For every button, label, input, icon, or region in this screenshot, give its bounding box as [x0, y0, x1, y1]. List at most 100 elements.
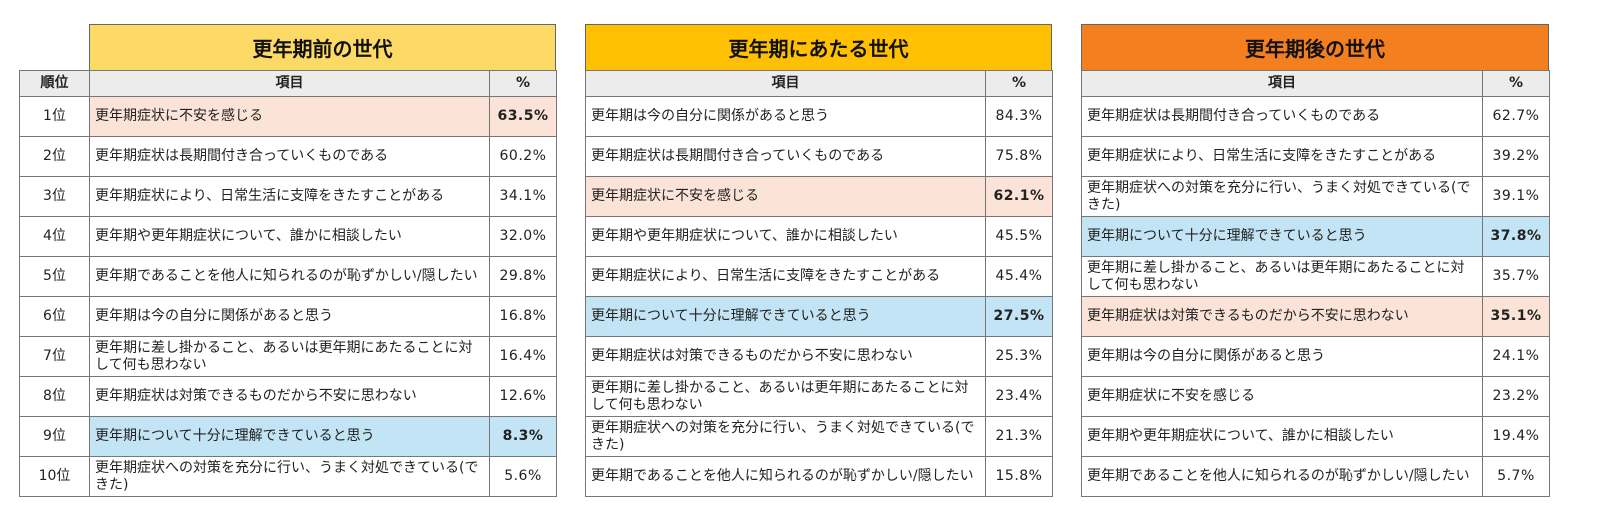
- pct-cell: 29.8%: [489, 256, 557, 297]
- panel-title: 更年期後の世代: [1081, 24, 1549, 70]
- item-cell: 更年期に差し掛かること、あるいは更年期にあたることに対して何も思わない: [585, 376, 986, 417]
- table-row: 更年期や更年期症状について、誰かに相談したい 19.4%: [1081, 416, 1550, 457]
- item-cell: 更年期症状は対策できるものだから不安に思わない: [585, 336, 986, 377]
- item-cell: 更年期であることを他人に知られるのが恥ずかしい/隠したい: [585, 456, 986, 497]
- table-row: 更年期症状に不安を感じる 23.2%: [1081, 376, 1550, 417]
- table-row: 更年期症状により、日常生活に支障をきたすことがある 39.2%: [1081, 136, 1550, 177]
- pct-cell: 75.8%: [985, 136, 1053, 177]
- pct-cell: 62.1%: [985, 176, 1053, 217]
- panel-pre-menopause: 更年期前の世代 項目 % 更年期症状に不安を感じる 63.5% 更年期症状は長期間付…: [89, 24, 557, 497]
- pct-cell: 37.8%: [1482, 216, 1550, 257]
- panel-title: 更年期前の世代: [89, 24, 556, 70]
- table-row: 更年期について十分に理解できていると思う 8.3%: [89, 416, 557, 457]
- ranking-table: 項目 % 更年期症状は長期間付き合っていくものである 62.7% 更年期症状により、…: [1081, 70, 1550, 497]
- pct-cell: 25.3%: [985, 336, 1053, 377]
- table-row: 更年期であることを他人に知られるのが恥ずかしい/隠したい 15.8%: [585, 456, 1053, 497]
- table-row: 更年期であることを他人に知られるのが恥ずかしい/隠したい 5.7%: [1081, 456, 1550, 497]
- item-cell: 更年期や更年期症状について、誰かに相談したい: [89, 216, 490, 257]
- item-cell: 更年期症状により、日常生活に支障をきたすことがある: [585, 256, 986, 297]
- table-row: 更年期に差し掛かること、あるいは更年期にあたることに対して何も思わない 23.4%: [585, 376, 1053, 417]
- pct-cell: 16.4%: [489, 336, 557, 377]
- table-row: 更年期症状により、日常生活に支障をきたすことがある 34.1%: [89, 176, 557, 217]
- panel-post-menopause: 更年期後の世代 項目 % 更年期症状は長期間付き合っていくものである 62.7% 更…: [1081, 24, 1550, 497]
- table-row: 更年期症状は対策できるものだから不安に思わない 35.1%: [1081, 296, 1550, 337]
- pct-cell: 5.7%: [1482, 456, 1550, 497]
- rank-row: 9位: [19, 416, 90, 457]
- table-row: 更年期について十分に理解できていると思う 27.5%: [585, 296, 1053, 337]
- table-row: 更年期症状に不安を感じる 63.5%: [89, 96, 557, 137]
- pct-cell: 15.8%: [985, 456, 1053, 497]
- ranking-table: 項目 % 更年期は今の自分に関係があると思う 84.3% 更年期症状は長期間付き合っ…: [585, 70, 1053, 497]
- rank-row: 8位: [19, 376, 90, 417]
- rank-row: 1位: [19, 96, 90, 137]
- table-row: 更年期であることを他人に知られるのが恥ずかしい/隠したい 29.8%: [89, 256, 557, 297]
- item-cell: 更年期について十分に理解できていると思う: [1081, 216, 1483, 257]
- rank-cell: 2位: [19, 136, 90, 177]
- item-cell: 更年期に差し掛かること、あるいは更年期にあたることに対して何も思わない: [1081, 256, 1483, 297]
- panel-title: 更年期にあたる世代: [585, 24, 1052, 70]
- pct-cell: 45.5%: [985, 216, 1053, 257]
- pct-cell: 5.6%: [489, 456, 557, 497]
- item-cell: 更年期症状への対策を充分に行い、うまく対処できている(できた): [89, 456, 490, 497]
- item-cell: 更年期や更年期症状について、誰かに相談したい: [585, 216, 986, 257]
- pct-cell: 27.5%: [985, 296, 1053, 337]
- pct-cell: 16.8%: [489, 296, 557, 337]
- ranking-table: 項目 % 更年期症状に不安を感じる 63.5% 更年期症状は長期間付き合っていくもの…: [89, 70, 557, 497]
- item-cell: 更年期であることを他人に知られるのが恥ずかしい/隠したい: [89, 256, 490, 297]
- pct-header: %: [489, 70, 557, 97]
- table-row: 更年期は今の自分に関係があると思う 84.3%: [585, 96, 1053, 137]
- pct-cell: 39.1%: [1482, 176, 1550, 217]
- item-cell: 更年期症状に不安を感じる: [89, 96, 490, 137]
- rank-cell: 8位: [19, 376, 90, 417]
- table-row: 更年期症状への対策を充分に行い、うまく対処できている(できた) 5.6%: [89, 456, 557, 497]
- rank-column: 順位 1位 2位 3位 4位 5位 6位 7位 8位 9位 10位: [19, 70, 90, 497]
- table-row: 更年期や更年期症状について、誰かに相談したい 45.5%: [585, 216, 1053, 257]
- item-header: 項目: [89, 70, 490, 97]
- table-row: 更年期症状に不安を感じる 62.1%: [585, 176, 1053, 217]
- panel-menopause: 更年期にあたる世代 項目 % 更年期は今の自分に関係があると思う 84.3% 更年期…: [585, 24, 1053, 497]
- pct-cell: 19.4%: [1482, 416, 1550, 457]
- table-row: 更年期は今の自分に関係があると思う 16.8%: [89, 296, 557, 337]
- pct-cell: 23.2%: [1482, 376, 1550, 417]
- item-cell: 更年期は今の自分に関係があると思う: [89, 296, 490, 337]
- item-cell: 更年期症状は長期間付き合っていくものである: [89, 136, 490, 177]
- rank-row: 5位: [19, 256, 90, 297]
- table-row: 更年期症状への対策を充分に行い、うまく対処できている(できた) 39.1%: [1081, 176, 1550, 217]
- item-cell: 更年期症状は対策できるものだから不安に思わない: [1081, 296, 1483, 337]
- rank-cell: 5位: [19, 256, 90, 297]
- table-row: 更年期について十分に理解できていると思う 37.8%: [1081, 216, 1550, 257]
- item-cell: 更年期症状は長期間付き合っていくものである: [1081, 96, 1483, 137]
- rank-cell: 10位: [19, 456, 90, 497]
- rank-cell: 7位: [19, 336, 90, 377]
- table-row: 更年期症状は対策できるものだから不安に思わない 25.3%: [585, 336, 1053, 377]
- table-row: 更年期症状への対策を充分に行い、うまく対処できている(できた) 21.3%: [585, 416, 1053, 457]
- rank-header: 順位: [19, 70, 90, 97]
- rank-row: 4位: [19, 216, 90, 257]
- table-row: 更年期に差し掛かること、あるいは更年期にあたることに対して何も思わない 35.7%: [1081, 256, 1550, 297]
- rank-row: 2位: [19, 136, 90, 177]
- item-header: 項目: [585, 70, 986, 97]
- pct-cell: 39.2%: [1482, 136, 1550, 177]
- rank-cell: 4位: [19, 216, 90, 257]
- item-cell: 更年期は今の自分に関係があると思う: [585, 96, 986, 137]
- item-cell: 更年期症状に不安を感じる: [585, 176, 986, 217]
- item-cell: 更年期症状に不安を感じる: [1081, 376, 1483, 417]
- rank-row: 3位: [19, 176, 90, 217]
- item-cell: 更年期について十分に理解できていると思う: [89, 416, 490, 457]
- pct-cell: 12.6%: [489, 376, 557, 417]
- pct-cell: 60.2%: [489, 136, 557, 177]
- item-cell: 更年期は今の自分に関係があると思う: [1081, 336, 1483, 377]
- item-cell: 更年期について十分に理解できていると思う: [585, 296, 986, 337]
- table-row: 更年期症状は対策できるものだから不安に思わない 12.6%: [89, 376, 557, 417]
- item-cell: 更年期症状は長期間付き合っていくものである: [585, 136, 986, 177]
- rank-row: 10位: [19, 456, 90, 497]
- pct-header: %: [1482, 70, 1550, 97]
- rank-cell: 1位: [19, 96, 90, 137]
- item-cell: 更年期症状は対策できるものだから不安に思わない: [89, 376, 490, 417]
- rank-cell: 3位: [19, 176, 90, 217]
- pct-cell: 8.3%: [489, 416, 557, 457]
- item-cell: 更年期症状への対策を充分に行い、うまく対処できている(できた): [1081, 176, 1483, 217]
- rank-row: 7位: [19, 336, 90, 377]
- pct-cell: 32.0%: [489, 216, 557, 257]
- pct-cell: 63.5%: [489, 96, 557, 137]
